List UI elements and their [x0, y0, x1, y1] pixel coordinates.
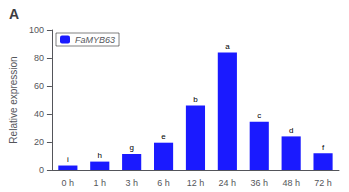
svg-text:72 h: 72 h: [314, 178, 332, 188]
svg-text:80: 80: [34, 53, 44, 63]
svg-text:c: c: [257, 111, 261, 120]
svg-text:48 h: 48 h: [282, 178, 300, 188]
svg-text:h: h: [98, 151, 102, 160]
svg-text:0: 0: [39, 165, 44, 175]
svg-text:f: f: [322, 143, 325, 152]
svg-text:24 h: 24 h: [219, 178, 237, 188]
svg-text:i: i: [67, 155, 69, 164]
svg-text:Relative expression: Relative expression: [8, 56, 19, 143]
svg-text:0 h: 0 h: [62, 178, 75, 188]
svg-text:b: b: [193, 95, 198, 104]
svg-text:d: d: [289, 126, 293, 135]
svg-text:100: 100: [29, 25, 44, 35]
svg-text:6 h: 6 h: [157, 178, 170, 188]
svg-text:FaMYB63: FaMYB63: [75, 35, 115, 45]
svg-text:12 h: 12 h: [187, 178, 205, 188]
svg-text:1 h: 1 h: [94, 178, 107, 188]
svg-text:A: A: [9, 6, 19, 22]
svg-text:a: a: [225, 42, 230, 51]
svg-text:40: 40: [34, 109, 44, 119]
svg-text:3 h: 3 h: [125, 178, 138, 188]
svg-text:e: e: [161, 132, 166, 141]
svg-text:60: 60: [34, 81, 44, 91]
svg-text:g: g: [129, 143, 133, 152]
svg-text:20: 20: [34, 137, 44, 147]
svg-text:36 h: 36 h: [250, 178, 268, 188]
